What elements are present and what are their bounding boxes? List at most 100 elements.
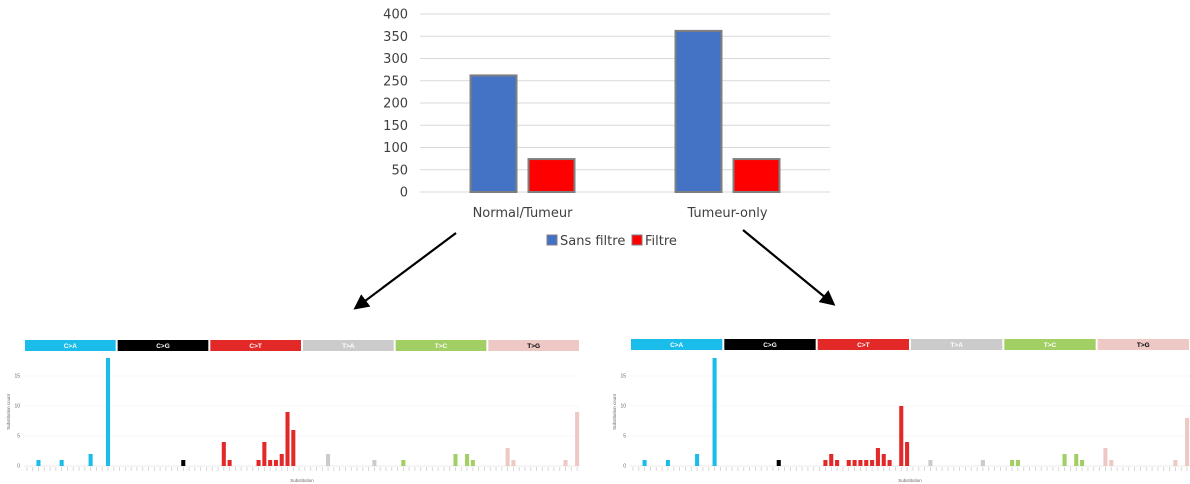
legend-swatch-sans-filtre: [546, 234, 558, 246]
spectrum-bar: [273, 460, 278, 466]
main-category-labels: Normal/Tumeur Tumeur-only: [473, 206, 768, 221]
spectrum-bar: [1080, 460, 1085, 466]
spectrum-bar: [291, 430, 296, 466]
spectrum-bar: [1103, 448, 1108, 466]
spectrum-bar: [453, 454, 458, 466]
legend-swatch-filtre: [631, 234, 643, 246]
spectrum-bar: [505, 448, 510, 466]
right-spectrum-chart: 0 5 10 15 Substitution count Substitution C>A C…: [612, 339, 1190, 483]
spectrum-bar: [870, 460, 875, 466]
spectrum-bar: [1010, 460, 1015, 466]
spectrum-y-tick-label: 15: [14, 374, 20, 380]
spectrum-bar: [36, 460, 41, 466]
spectrum-bar: [980, 460, 985, 466]
spectrum-bar: [279, 454, 284, 466]
spectrum-bar: [642, 460, 647, 466]
main-legend: Sans filtre Filtre: [546, 234, 677, 249]
spectrum-bar: [928, 460, 933, 466]
spectrum-bar: [858, 460, 863, 466]
main-bar-chart: 0 50 100 150 200 250 300 350 400 Normal/Tumeur Tu…: [383, 8, 830, 221]
spectrum-bar: [511, 460, 516, 466]
main-bar-sans-filtre: [674, 29, 723, 193]
spectrum-band-t-g: [488, 340, 579, 351]
spectrum-bar: [401, 460, 406, 466]
spectrum-y-tick-label: 10: [620, 404, 626, 410]
spectrum-bar: [372, 460, 377, 466]
main-bar-filtre: [732, 158, 781, 194]
main-y-tick-label: 50: [391, 163, 408, 178]
spectrum-y-tick-label: 0: [623, 464, 626, 470]
spectrum-bar: [899, 406, 904, 466]
spectrum-band-t-a: [303, 340, 394, 351]
spectrum-bar: [105, 358, 111, 466]
spectrum-bar: [1185, 418, 1190, 466]
spectrum-bar: [181, 460, 186, 466]
spectrum-x-axis-label: Substitution: [290, 478, 314, 483]
spectrum-bar: [268, 460, 273, 466]
spectrum-band-label: C>A: [64, 343, 77, 350]
spectrum-bar: [846, 460, 851, 466]
main-category-label: Tumeur-only: [686, 206, 767, 221]
spectrum-bar: [575, 412, 580, 466]
arrow-left-icon: [353, 232, 457, 310]
main-y-tick-label: 250: [383, 74, 408, 89]
main-bars: [469, 29, 781, 194]
spectrum-band-label: C>A: [670, 342, 683, 349]
spectrum-bar: [326, 454, 331, 466]
spectrum-band-label: C>T: [249, 343, 261, 350]
main-y-tick-label: 150: [383, 119, 408, 134]
spectrum-band-c-t: [817, 339, 909, 350]
spectrum-bar: [1173, 460, 1178, 466]
spectrum-bar: [905, 442, 910, 466]
spectrum-y-tick-label: 10: [14, 404, 20, 410]
spectrum-bar: [875, 448, 880, 466]
legend-label-sans-filtre: Sans filtre: [560, 234, 625, 249]
spectrum-bar: [221, 442, 226, 466]
spectrum-bar: [881, 454, 886, 466]
spectrum-bar: [887, 460, 892, 466]
main-y-tick-label: 100: [383, 141, 408, 156]
spectrum-y-tick-label: 0: [17, 464, 20, 470]
spectrum-bar: [227, 460, 232, 466]
spectrum-bar: [1062, 454, 1067, 466]
main-y-tick-label: 300: [383, 52, 408, 67]
spectrum-band-label: C>T: [857, 342, 869, 349]
spectrum-bar: [852, 460, 857, 466]
spectrum-bar: [285, 412, 290, 466]
spectrum-band-label: T>C: [435, 343, 448, 350]
spectrum-band-c-a: [25, 340, 116, 351]
spectrum-y-tick-label: 5: [17, 434, 20, 440]
spectrum-band-c-g: [724, 339, 816, 350]
spectrum-band-t-c: [1004, 339, 1096, 350]
spectrum-band-label: T>G: [527, 343, 540, 350]
spectrum-band-c-a: [631, 339, 723, 350]
arrow-right-icon: [742, 229, 836, 306]
spectrum-bar: [695, 454, 700, 466]
main-y-tick-label: 400: [383, 8, 408, 23]
spectrum-band-label: T>A: [342, 343, 355, 350]
spectrum-bar: [776, 460, 781, 466]
spectrum-band-t-g: [1097, 339, 1189, 350]
spectrum-bar: [1109, 460, 1114, 466]
left-spectrum-chart: 0 5 10 15 Substitution count Substitution C>A C…: [6, 340, 580, 483]
spectrum-bar: [465, 454, 470, 466]
spectrum-bar: [864, 460, 869, 466]
spectrum-bar: [256, 460, 261, 466]
spectrum-band-t-c: [395, 340, 487, 351]
spectrum-bar: [563, 460, 568, 466]
spectrum-bar: [262, 442, 267, 466]
main-bar-sans-filtre: [469, 74, 518, 193]
spectrum-bar: [1015, 460, 1020, 466]
main-y-tick-label: 0: [400, 186, 408, 201]
spectrum-band-label: T>A: [950, 342, 963, 349]
spectrum-bar: [835, 460, 840, 466]
spectrum-bar: [665, 460, 670, 466]
main-category-label: Normal/Tumeur: [473, 206, 574, 221]
spectrum-band-c-t: [210, 340, 301, 351]
spectrum-band-label: T>C: [1044, 342, 1057, 349]
main-y-tick-label: 200: [383, 97, 408, 112]
main-bar-filtre: [527, 158, 576, 194]
spectrum-bar: [88, 454, 93, 466]
spectrum-bar: [829, 454, 834, 466]
